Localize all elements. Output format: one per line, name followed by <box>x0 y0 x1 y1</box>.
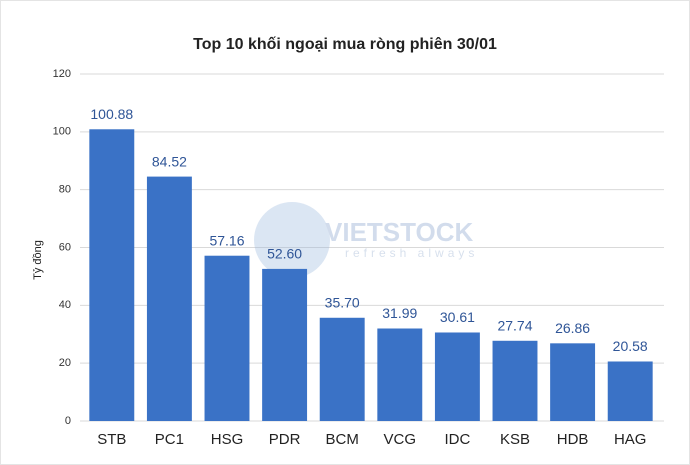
value-label: 26.86 <box>555 320 590 336</box>
y-axis-label: Tỷ đồng <box>32 240 44 280</box>
x-tick-label: HDB <box>557 431 589 448</box>
y-tick-label: 0 <box>65 415 71 427</box>
value-label: 30.61 <box>440 309 475 325</box>
bar <box>319 317 365 421</box>
x-tick-label: VCG <box>384 431 417 448</box>
y-tick-label: 80 <box>59 184 71 196</box>
value-label: 57.16 <box>209 232 244 248</box>
bar <box>262 268 308 421</box>
y-tick-label: 60 <box>59 241 71 253</box>
watermark: VIETSTOCK refresh always <box>254 202 478 278</box>
value-label: 31.99 <box>382 305 417 321</box>
bar <box>550 343 596 421</box>
bar <box>89 129 135 421</box>
value-label: 20.58 <box>613 338 648 354</box>
x-tick-label: HSG <box>211 431 244 448</box>
x-tick-label: PC1 <box>155 431 184 448</box>
watermark-name: VIETSTOCK <box>325 217 474 247</box>
y-tick-label: 40 <box>59 299 71 311</box>
bar <box>146 176 192 421</box>
watermark-tagline: refresh always <box>345 246 478 260</box>
x-tick-label: BCM <box>326 431 359 448</box>
bar <box>434 332 480 421</box>
bar <box>204 255 250 421</box>
value-label: 27.74 <box>497 317 532 333</box>
value-label: 52.60 <box>267 246 302 262</box>
x-tick-label: PDR <box>269 431 301 448</box>
x-tick-label: STB <box>97 431 126 448</box>
x-tick-label: HAG <box>614 431 647 448</box>
y-tick-label: 120 <box>53 68 71 80</box>
bar <box>377 328 423 421</box>
bar <box>492 340 538 421</box>
value-label: 35.70 <box>325 294 360 310</box>
value-label: 84.52 <box>152 153 187 169</box>
bar <box>607 361 653 421</box>
watermark-logo <box>254 202 330 278</box>
x-tick-label: IDC <box>444 431 470 448</box>
y-tick-label: 100 <box>53 126 71 138</box>
y-tick-label: 20 <box>59 357 71 369</box>
chart-title: Top 10 khối ngoại mua ròng phiên 30/01 <box>193 36 497 53</box>
x-tick-label: KSB <box>500 431 530 448</box>
value-label: 100.88 <box>90 106 133 122</box>
